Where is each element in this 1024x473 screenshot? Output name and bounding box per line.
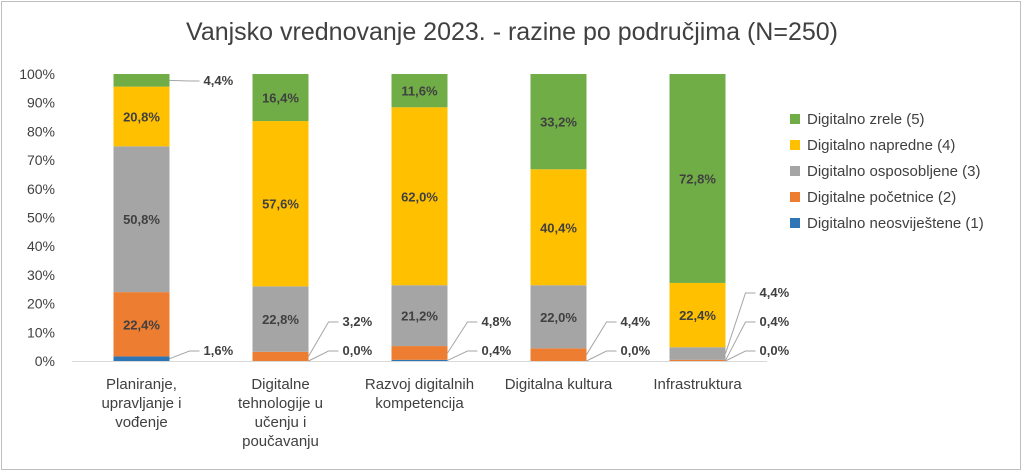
data-label: 22,4% bbox=[679, 308, 716, 323]
y-tick-label: 60% bbox=[27, 181, 55, 197]
bar-segment bbox=[113, 86, 170, 147]
x-tick-label: Digitalna kultura bbox=[505, 376, 613, 393]
legend-label: Digitalno napredne (4) bbox=[807, 137, 955, 154]
legend-label: Digitalno neosviještene (1) bbox=[807, 215, 984, 232]
bar-segment bbox=[669, 74, 726, 283]
y-tick-label: 0% bbox=[35, 353, 55, 369]
label-leader-line bbox=[725, 350, 756, 362]
data-label: 0,0% bbox=[760, 343, 790, 358]
bar-segment bbox=[669, 347, 726, 360]
y-tick-label: 20% bbox=[27, 296, 55, 312]
label-leader-line bbox=[447, 321, 478, 354]
data-label: 3,2% bbox=[343, 314, 373, 329]
bar-segment bbox=[391, 359, 448, 361]
bar-segment bbox=[391, 107, 448, 286]
bar-segment bbox=[113, 292, 170, 357]
y-tick-label: 80% bbox=[27, 123, 55, 139]
legend-label: Digitalno zrele (5) bbox=[807, 111, 925, 128]
bar-segment bbox=[530, 169, 587, 286]
y-tick-label: 50% bbox=[27, 210, 55, 226]
label-leader-line bbox=[586, 321, 617, 355]
bar-segment bbox=[252, 286, 309, 352]
data-label: 16,4% bbox=[262, 91, 299, 106]
legend-label: Digitalne početnice (2) bbox=[807, 189, 956, 206]
bar-segment bbox=[391, 346, 448, 360]
data-label: 33,2% bbox=[540, 115, 577, 130]
data-label: 22,0% bbox=[540, 310, 577, 325]
legend-swatch bbox=[790, 114, 800, 124]
label-leader-line bbox=[169, 79, 200, 82]
data-label: 0,0% bbox=[343, 343, 373, 358]
bar-segment bbox=[669, 359, 726, 361]
label-leader-line bbox=[586, 350, 617, 362]
chart-title: Vanjsko vrednovanje 2023. - razine po po… bbox=[186, 18, 838, 46]
label-leader-line bbox=[725, 321, 756, 361]
data-label: 1,6% bbox=[204, 343, 234, 358]
x-tick-label: Digitalne tehnologije u učenju i poučavanju bbox=[238, 376, 323, 450]
label-leader-line bbox=[169, 350, 200, 360]
data-label: 22,8% bbox=[262, 312, 299, 327]
bar-segment bbox=[391, 285, 448, 347]
label-leader-line bbox=[447, 350, 478, 361]
data-label: 0,4% bbox=[760, 314, 790, 329]
bar-segment bbox=[252, 351, 309, 361]
y-tick-label: 40% bbox=[27, 238, 55, 254]
data-label: 72,8% bbox=[679, 171, 716, 186]
data-label: 50,8% bbox=[123, 212, 160, 227]
y-tick-label: 90% bbox=[27, 95, 55, 111]
data-label: 57,6% bbox=[262, 197, 299, 212]
bar-segment bbox=[530, 348, 587, 361]
legend-label: Digitalno osposobljene (3) bbox=[807, 163, 980, 180]
bar-segment bbox=[669, 282, 726, 348]
x-tick-label: Planiranje, upravljanje i vođenje bbox=[101, 376, 181, 431]
x-tick-label: Razvoj digitalnih kompetencija bbox=[365, 376, 474, 412]
bar-segment bbox=[530, 285, 587, 349]
bar-segment bbox=[530, 74, 587, 170]
bar-segment bbox=[252, 121, 309, 287]
data-label: 11,6% bbox=[401, 84, 438, 99]
label-leader-line bbox=[725, 292, 756, 354]
data-label: 4,4% bbox=[204, 73, 234, 88]
label-leader-line bbox=[308, 350, 339, 362]
y-tick-label: 100% bbox=[19, 66, 55, 82]
bar-segment bbox=[113, 74, 170, 87]
label-leader-line bbox=[308, 321, 339, 357]
data-label: 4,8% bbox=[482, 314, 512, 329]
legend-swatch bbox=[790, 140, 800, 150]
bar-segment bbox=[252, 74, 309, 122]
data-label: 62,0% bbox=[401, 189, 438, 204]
legend-swatch bbox=[790, 192, 800, 202]
bar-segment bbox=[113, 356, 170, 361]
data-label: 4,4% bbox=[760, 285, 790, 300]
x-tick-label: Infrastruktura bbox=[653, 376, 742, 393]
legend-swatch bbox=[790, 218, 800, 228]
data-label: 20,8% bbox=[123, 109, 160, 124]
y-tick-label: 70% bbox=[27, 152, 55, 168]
data-label: 0,4% bbox=[482, 343, 512, 358]
y-tick-label: 10% bbox=[27, 324, 55, 340]
y-tick-label: 30% bbox=[27, 267, 55, 283]
bar-segment bbox=[391, 74, 448, 108]
data-label: 22,4% bbox=[123, 317, 160, 332]
data-label: 40,4% bbox=[540, 220, 577, 235]
bar-segment bbox=[113, 146, 170, 293]
data-label: 21,2% bbox=[401, 309, 438, 324]
legend-swatch bbox=[790, 166, 800, 176]
data-label: 4,4% bbox=[621, 314, 651, 329]
data-label: 0,0% bbox=[621, 343, 651, 358]
